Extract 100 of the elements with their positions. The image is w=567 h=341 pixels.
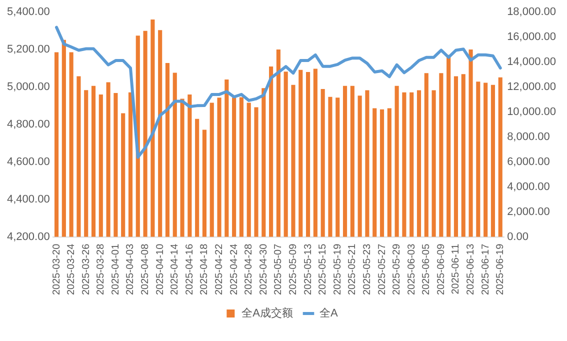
bar [484, 82, 488, 237]
x-tick-label: 2025-04-28 [244, 243, 255, 296]
bar [128, 92, 133, 237]
x-tick-label: 2025-05-21 [347, 243, 358, 296]
bar [476, 82, 480, 237]
bar [195, 118, 200, 237]
x-tick-label: 2025-04-30 [258, 243, 270, 296]
bar [188, 94, 192, 237]
x-tick-label: 2025-04-16 [184, 243, 196, 296]
bar [180, 98, 184, 237]
bar [239, 97, 244, 237]
bar [172, 72, 177, 237]
bar [328, 96, 332, 237]
x-tick-label: 2025-06-13 [466, 243, 477, 296]
bar [262, 88, 266, 237]
x-tick-label: 2025-03-28 [96, 243, 107, 296]
legend-label: 全A [320, 308, 338, 320]
y-tick-label: 5,400.00 [6, 6, 50, 18]
x-tick-label: 2025-04-08 [140, 243, 152, 296]
x-tick-label: 2025-03-26 [80, 243, 92, 296]
x-tick-label: 2025-04-14 [170, 243, 181, 296]
bar [365, 90, 370, 237]
y-tick-label: 4,200.00 [6, 230, 50, 243]
bar [336, 98, 340, 237]
y2-tick-label: 18,000.00 [507, 6, 556, 18]
bar [158, 30, 162, 237]
x-tick-label: 2025-05-19 [332, 243, 344, 296]
x-tick-label: 2025-04-18 [199, 243, 210, 296]
bar [306, 72, 310, 237]
bar [150, 19, 155, 237]
bar [342, 86, 348, 237]
x-tick-label: 2025-04-22 [214, 243, 226, 296]
bar [298, 70, 303, 237]
bar [468, 49, 473, 237]
bar [454, 76, 458, 237]
y-tick-label: 5,000.00 [6, 80, 50, 93]
x-tick-label: 2025-04-10 [154, 243, 166, 296]
bar [439, 73, 444, 237]
bar [106, 82, 110, 237]
bar [350, 86, 354, 237]
x-tick-label: 2025-04-03 [125, 243, 136, 296]
bar [269, 66, 274, 237]
bar [121, 113, 126, 237]
bar [416, 90, 422, 237]
y2-tick-label: 4,000.00 [507, 180, 550, 193]
x-tick-label: 2025-06-09 [436, 243, 447, 296]
y2-tick-label: 0.00 [507, 230, 528, 243]
y2-tick-label: 6,000.00 [507, 156, 550, 168]
y2-tick-label: 16,000.00 [507, 31, 556, 44]
y2-tick-label: 10,000.00 [507, 106, 556, 118]
bar [84, 90, 88, 237]
bar [143, 30, 148, 237]
x-tick-label: 2025-06-05 [421, 243, 432, 296]
bar [165, 62, 170, 237]
y2-tick-label: 2,000.00 [507, 206, 550, 218]
bar [54, 52, 59, 237]
bar [114, 92, 118, 237]
bar [380, 109, 384, 237]
bar [217, 98, 222, 237]
legend-label: 全A成交额 [242, 306, 294, 320]
y-tick-label: 4,400.00 [6, 193, 50, 206]
bar [210, 102, 214, 237]
x-tick-label: 2025-06-03 [406, 243, 418, 296]
y2-tick-label: 8,000.00 [507, 130, 550, 143]
y-tick-label: 4,600.00 [6, 156, 50, 168]
bar [98, 94, 103, 237]
x-tick-label: 2025-05-07 [273, 243, 284, 296]
x-tick-label: 2025-04-24 [228, 243, 240, 296]
bar [320, 88, 325, 237]
bar [76, 76, 81, 237]
x-tick-label: 2025-05-09 [288, 243, 299, 296]
bar [387, 108, 392, 237]
bar [202, 130, 206, 237]
y2-tick-label: 14,000.00 [507, 56, 556, 68]
x-tick-label: 2025-03-24 [66, 243, 78, 296]
bar [461, 74, 466, 237]
bar [446, 54, 451, 237]
x-tick-label: 2025-06-17 [480, 243, 492, 296]
bar [224, 79, 229, 237]
bar [432, 90, 436, 237]
bar [246, 102, 251, 237]
bar [69, 52, 74, 237]
bar [372, 108, 377, 237]
y2-tick-label: 12,000.00 [507, 80, 556, 93]
bar [313, 68, 318, 237]
bar [276, 49, 280, 237]
bar [358, 96, 362, 237]
y-tick-label: 4,800.00 [6, 118, 50, 130]
y-tick-label: 5,200.00 [6, 44, 50, 56]
bar [394, 86, 399, 237]
x-tick-label: 2025-05-23 [362, 243, 373, 296]
x-tick-label: 2025-05-29 [392, 243, 403, 296]
bar [91, 86, 96, 237]
bar [284, 72, 288, 237]
x-tick-label: 2025-04-01 [110, 243, 122, 296]
bar [424, 73, 428, 237]
bar [410, 92, 414, 237]
x-tick-label: 2025-05-27 [376, 243, 388, 296]
x-tick-label: 2025-03-20 [51, 243, 62, 296]
x-tick-label: 2025-06-11 [450, 243, 462, 294]
